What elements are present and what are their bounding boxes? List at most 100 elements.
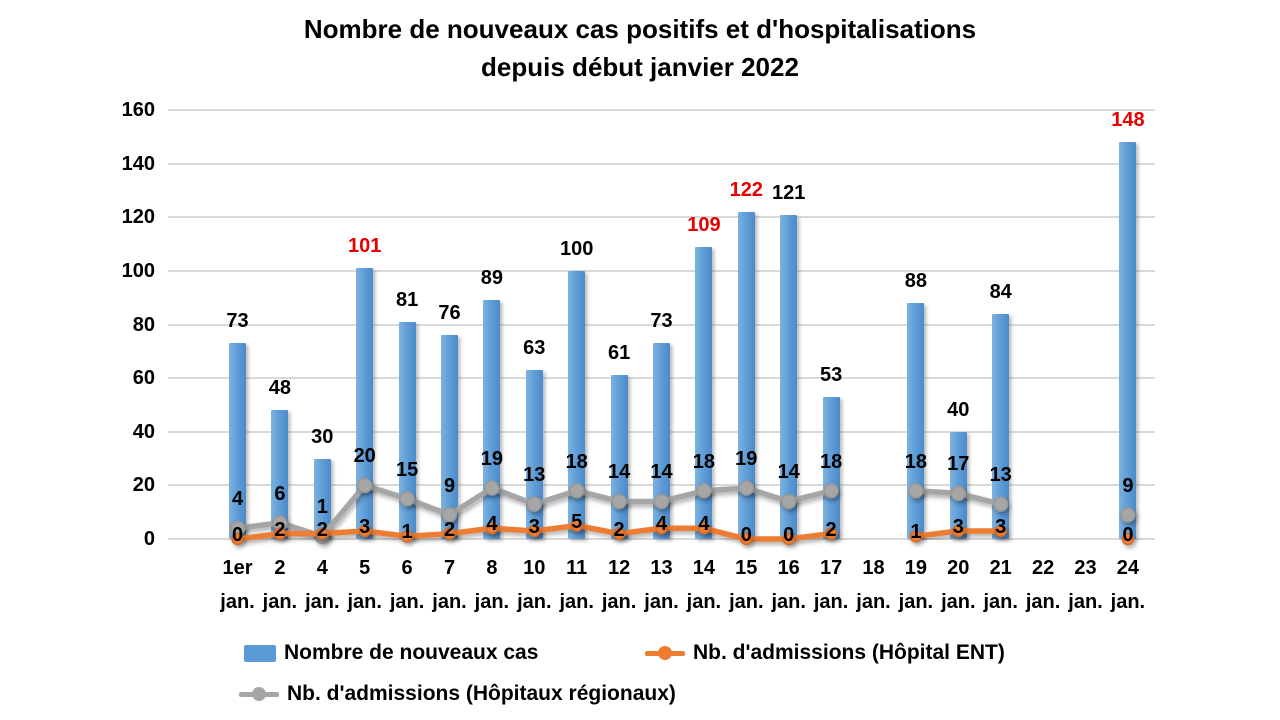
chart-title-line2: depuis début janvier 2022 bbox=[481, 52, 799, 82]
x-axis-label-day: 19 bbox=[904, 557, 928, 579]
bar-new-cases bbox=[1119, 142, 1137, 539]
x-axis-label-month: jan. bbox=[813, 591, 849, 613]
bar-value-label: 61 bbox=[607, 342, 631, 365]
bar-new-cases bbox=[653, 343, 670, 539]
regional-value-label: 17 bbox=[947, 453, 970, 476]
regional-admissions-marker bbox=[441, 507, 458, 523]
bar-value-label: 53 bbox=[819, 363, 843, 386]
bar-new-cases bbox=[441, 335, 458, 539]
ent-admissions-marker bbox=[1121, 532, 1135, 546]
gridline bbox=[168, 109, 1155, 111]
regional-value-label: 15 bbox=[395, 458, 419, 481]
regional-value-label: 14 bbox=[650, 461, 673, 484]
bar-new-cases bbox=[356, 268, 374, 539]
regional-admissions-marker bbox=[823, 482, 839, 499]
bar-value-label: 40 bbox=[947, 398, 970, 421]
ent-admissions-marker bbox=[655, 522, 668, 535]
ent-value-label: 0 bbox=[231, 524, 244, 546]
regional-value-label: 1 bbox=[316, 496, 328, 519]
regional-value-label: 9 bbox=[443, 474, 456, 497]
ent-value-label: 4 bbox=[486, 513, 498, 536]
bar-new-cases bbox=[271, 410, 289, 539]
regional-value-label: 14 bbox=[607, 461, 631, 484]
bar-new-cases bbox=[525, 370, 543, 539]
x-axis-label-month: jan. bbox=[644, 591, 679, 613]
y-axis-tick-label: 140 bbox=[121, 152, 155, 175]
x-axis-label-day: 13 bbox=[650, 557, 673, 579]
regional-admissions-marker bbox=[568, 482, 585, 499]
regional-admissions-marker bbox=[908, 482, 924, 499]
x-axis-label-day: 10 bbox=[523, 557, 546, 579]
x-axis-label-day: 21 bbox=[989, 557, 1012, 579]
regional-admissions-marker bbox=[738, 480, 755, 496]
bar-new-cases bbox=[992, 313, 1010, 539]
regional-value-label: 19 bbox=[480, 448, 504, 471]
bar-new-cases bbox=[568, 270, 586, 539]
x-axis-label-month: jan. bbox=[347, 591, 382, 613]
regional-admissions-marker bbox=[992, 496, 1009, 512]
x-axis-label-day: 14 bbox=[692, 557, 716, 579]
ent-value-label: 3 bbox=[359, 515, 371, 538]
x-axis-label-month: jan. bbox=[389, 591, 425, 613]
ent-value-label: 5 bbox=[571, 510, 583, 533]
x-axis-label-month: jan. bbox=[432, 591, 467, 613]
gridline bbox=[168, 269, 1155, 272]
x-axis-label-month: jan. bbox=[898, 591, 934, 613]
x-axis-label-month: jan. bbox=[559, 591, 594, 613]
regional-admissions-marker bbox=[780, 493, 797, 510]
gridline bbox=[168, 216, 1155, 219]
ent-admissions-marker bbox=[485, 522, 499, 535]
y-axis-tick-label: 60 bbox=[132, 367, 155, 390]
x-axis-label-month: jan. bbox=[941, 591, 976, 613]
ent-admissions-marker bbox=[952, 524, 965, 538]
regional-admissions-marker bbox=[653, 493, 670, 510]
ent-admissions-marker bbox=[782, 532, 795, 546]
bar-value-label: 88 bbox=[904, 270, 928, 293]
ent-admissions-marker bbox=[273, 527, 287, 540]
regional-value-label: 18 bbox=[819, 450, 843, 473]
ent-admissions-marker bbox=[612, 527, 626, 540]
bar-new-cases bbox=[398, 321, 416, 539]
bar-value-label: 148 bbox=[1111, 109, 1145, 132]
x-axis-label-day: 22 bbox=[1031, 557, 1055, 579]
x-axis-label-day: 4 bbox=[316, 557, 328, 579]
x-axis-label-day: 15 bbox=[735, 557, 758, 579]
chart-title-line1: Nombre de nouveaux cas positifs et d'hos… bbox=[303, 14, 977, 44]
ent-value-label: 4 bbox=[655, 513, 668, 536]
bar-value-label: 48 bbox=[268, 377, 292, 400]
bar-new-cases bbox=[949, 431, 967, 539]
x-axis-label-month: jan. bbox=[262, 591, 298, 613]
regional-value-label: 19 bbox=[735, 448, 758, 471]
ent-value-label: 3 bbox=[995, 515, 1007, 538]
x-axis-label-day: 18 bbox=[862, 557, 885, 579]
bar-value-label: 73 bbox=[650, 310, 673, 333]
ent-value-label: 2 bbox=[613, 518, 625, 541]
bar-value-label: 30 bbox=[311, 425, 334, 448]
ent-value-label: 2 bbox=[274, 518, 286, 541]
x-axis-label-month: jan. bbox=[601, 591, 637, 613]
x-axis-label-day: 23 bbox=[1074, 557, 1097, 579]
regional-value-label: 20 bbox=[353, 445, 376, 468]
chart-title: Nombre de nouveaux cas positifs et d'hos… bbox=[0, 10, 1280, 86]
bar-new-cases bbox=[737, 211, 755, 539]
ent-value-label: 3 bbox=[952, 515, 964, 538]
bar-value-label: 121 bbox=[772, 181, 806, 204]
regional-value-label: 9 bbox=[1122, 474, 1134, 497]
ent-admissions-marker bbox=[697, 522, 711, 535]
regional-admissions-marker bbox=[399, 491, 415, 507]
bar-new-cases bbox=[313, 458, 331, 539]
y-axis-tick-label: 100 bbox=[121, 259, 155, 282]
regional-admissions-marker bbox=[356, 477, 373, 494]
x-axis-label-day: 7 bbox=[443, 557, 456, 579]
ent-admissions-marker bbox=[909, 530, 923, 543]
x-axis-label-month: jan. bbox=[1110, 591, 1146, 613]
ent-value-label: 2 bbox=[443, 518, 456, 541]
x-axis-label-day: 2 bbox=[274, 557, 286, 579]
x-axis-label-month: jan. bbox=[220, 591, 255, 613]
gridline bbox=[168, 323, 1155, 326]
regional-value-label: 14 bbox=[777, 461, 800, 484]
bar-new-cases bbox=[780, 214, 798, 539]
ent-value-label: 0 bbox=[740, 524, 752, 546]
